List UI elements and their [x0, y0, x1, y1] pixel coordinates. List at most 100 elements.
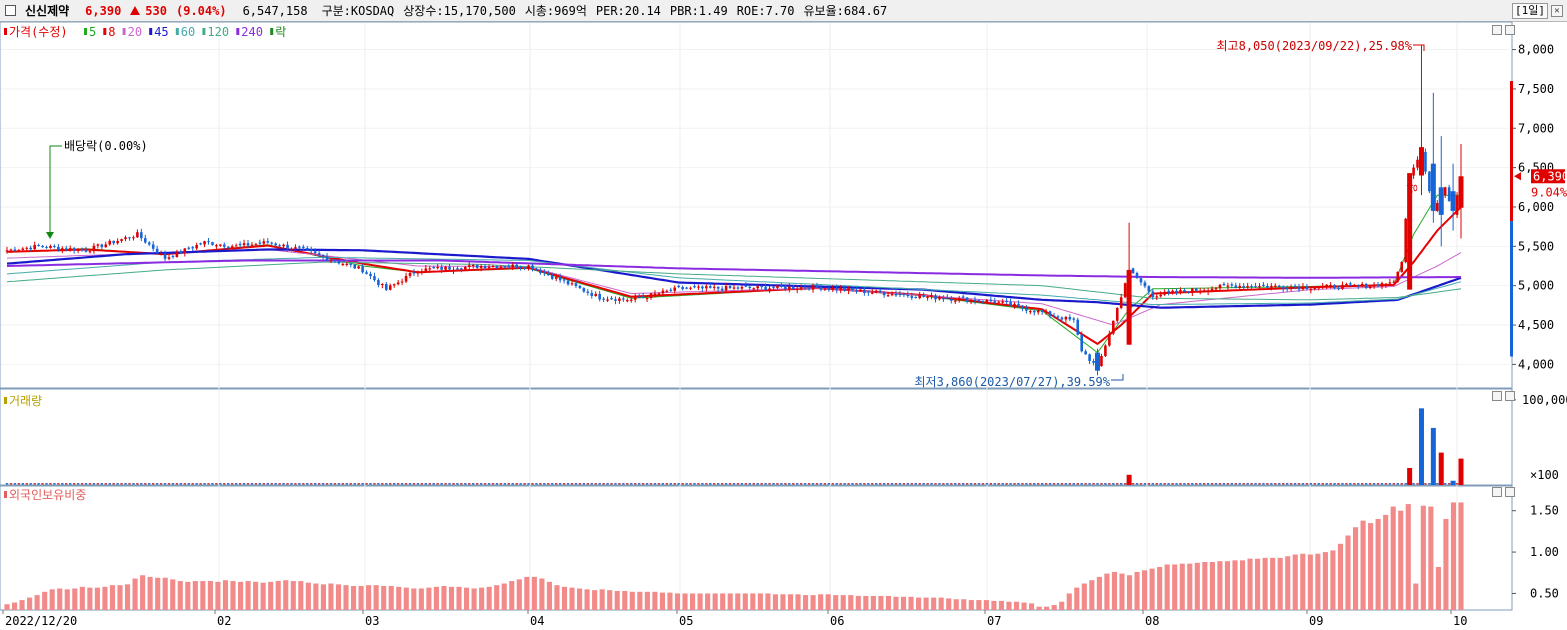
candle — [653, 290, 657, 298]
volume-bar — [776, 483, 779, 485]
foreign-panel-maximize-icon[interactable] — [1505, 487, 1515, 497]
foreign-bar — [1059, 601, 1065, 610]
volume-bar — [1388, 483, 1392, 485]
volume-bar — [961, 483, 965, 485]
foreign-bar — [200, 581, 206, 610]
candle — [400, 278, 404, 286]
period-button[interactable]: [1일] — [1512, 3, 1548, 19]
candle — [195, 242, 198, 250]
candle-body — [1013, 303, 1016, 306]
foreign-bar — [750, 593, 756, 610]
candle — [657, 292, 661, 296]
volume-panel-minimize-icon[interactable] — [1492, 391, 1502, 401]
candle — [274, 242, 277, 249]
candle — [922, 292, 925, 298]
candle — [914, 296, 918, 299]
candle — [1270, 283, 1273, 291]
foreign-panel-minimize-icon[interactable] — [1492, 487, 1502, 497]
candle — [207, 238, 210, 245]
candle-body — [175, 251, 179, 257]
price-change: 530 — [145, 3, 167, 18]
candle — [254, 243, 258, 247]
candle — [543, 269, 546, 276]
volume-bar — [1301, 483, 1305, 485]
volume-bar — [922, 483, 925, 485]
close-icon[interactable]: ✕ — [1551, 5, 1563, 17]
volume-bar — [547, 483, 550, 485]
current-price-box: 6,390 9.04% — [1514, 169, 1567, 199]
candle — [68, 245, 72, 252]
foreign-bar — [1006, 601, 1012, 610]
candle-body — [780, 285, 783, 287]
candle — [1044, 308, 1048, 315]
candle-body — [238, 243, 242, 246]
candle-body — [230, 246, 234, 248]
candle — [1285, 285, 1289, 292]
foreign-bar — [1164, 564, 1170, 610]
stock-name[interactable]: 신신제약 — [25, 4, 70, 18]
candle — [1131, 267, 1135, 274]
candle — [404, 272, 408, 284]
candle — [337, 260, 341, 265]
candle — [223, 242, 226, 250]
candle-body — [258, 242, 262, 244]
low-arrow — [1111, 374, 1124, 381]
volume-bar — [634, 483, 637, 485]
candle — [618, 296, 621, 304]
price-panel-minimize-icon[interactable] — [1492, 25, 1502, 35]
foreign-bar — [576, 588, 583, 610]
candle-body — [1396, 271, 1400, 282]
candle-body — [1321, 286, 1325, 288]
candle-body — [1349, 283, 1352, 285]
volume-bar — [610, 483, 613, 485]
volume-bar — [871, 483, 874, 485]
candle-body — [973, 299, 977, 302]
select-checkbox[interactable] — [5, 5, 16, 16]
candle-body — [159, 253, 163, 255]
volume-panel-maximize-icon[interactable] — [1505, 391, 1515, 401]
price-panel-maximize-icon[interactable] — [1505, 25, 1515, 35]
foreign-bar — [4, 604, 10, 610]
candle-body — [456, 268, 459, 270]
foreign-bar — [1420, 505, 1426, 610]
candle-body — [499, 266, 503, 269]
candle-body — [1056, 316, 1060, 318]
foreign-bar — [727, 593, 733, 610]
candle-body — [985, 299, 989, 302]
candle — [665, 289, 669, 293]
foreign-bar — [132, 578, 138, 610]
candle-body — [598, 293, 601, 300]
foreign-bar — [1435, 566, 1441, 610]
candle — [1191, 288, 1194, 296]
volume-bar — [882, 483, 886, 485]
legend-marker — [4, 397, 7, 404]
foreign-bar — [991, 600, 997, 610]
volume-bar — [416, 483, 420, 485]
foreign-bar — [1383, 514, 1389, 610]
candle-body — [475, 264, 479, 268]
volume-bar — [246, 483, 250, 485]
foreign-bar — [222, 580, 229, 610]
foreign-bar — [49, 589, 55, 610]
candle — [72, 246, 76, 254]
volume-bar — [1210, 483, 1214, 485]
foreign-bar — [1089, 580, 1095, 610]
candle — [1430, 92, 1436, 223]
candle — [112, 240, 115, 246]
candle — [13, 246, 17, 252]
foreign-bar — [1322, 552, 1328, 610]
volume-bar — [1396, 483, 1399, 485]
volume-bar — [1005, 483, 1008, 485]
candle — [377, 278, 380, 288]
legend-ex-label: 락 — [275, 25, 286, 39]
volume-bar — [1424, 483, 1427, 485]
candle — [1198, 287, 1202, 295]
candle — [503, 265, 507, 269]
candle-body — [1450, 191, 1456, 211]
candle — [515, 263, 518, 269]
candle-body — [791, 286, 795, 290]
foreign-bar — [592, 590, 598, 610]
candle-body — [558, 277, 562, 281]
foreign-bar — [403, 587, 409, 610]
candle-body — [1443, 187, 1447, 196]
